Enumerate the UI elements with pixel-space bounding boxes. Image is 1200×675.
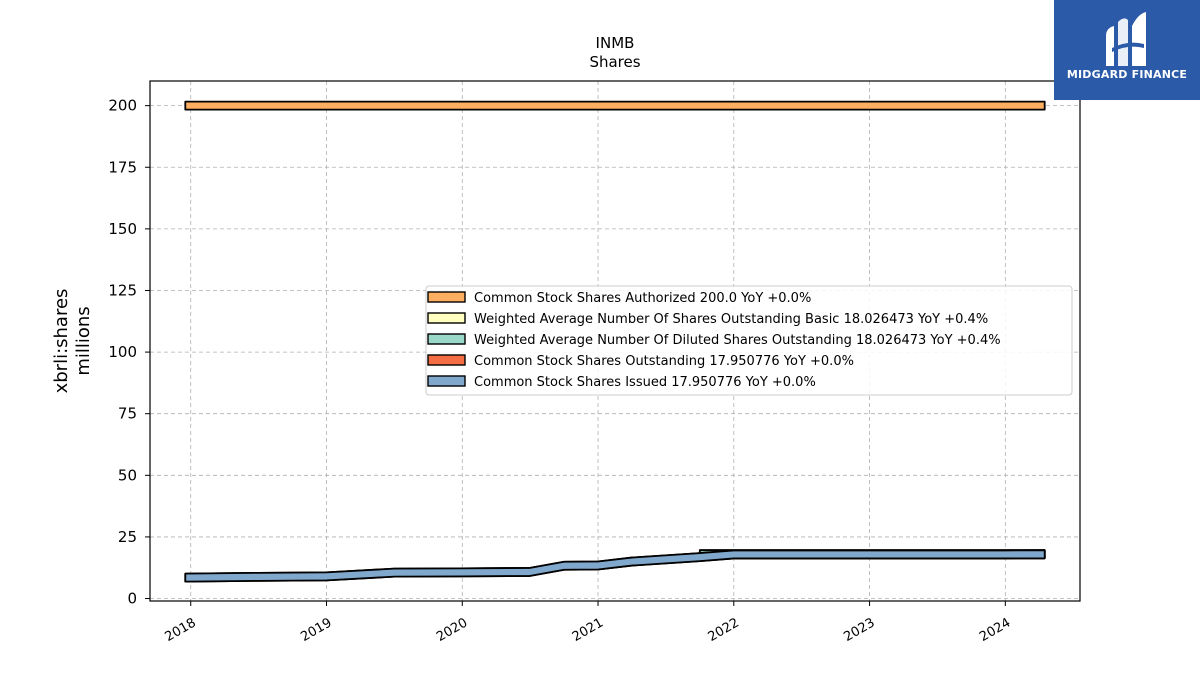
y-axis-label-units: millions xyxy=(73,306,94,375)
y-tick-label: 75 xyxy=(118,405,137,423)
legend-label-4: Common Stock Shares Issued 17.950776 YoY… xyxy=(474,375,816,390)
y-tick-label: 150 xyxy=(108,220,137,238)
y-tick-label: 100 xyxy=(108,343,137,361)
x-tick-label: 2020 xyxy=(434,615,470,645)
legend-label-0: Common Stock Shares Authorized 200.0 YoY… xyxy=(474,291,811,306)
x-tick-label: 2023 xyxy=(841,615,877,645)
logo-text: MIDGARD FINANCE xyxy=(1066,68,1188,81)
x-axis-ticks: 2018 2019 2020 2021 2022 2023 2024 xyxy=(163,601,1013,645)
series-4-area xyxy=(184,549,1046,583)
legend-frame xyxy=(425,285,1073,396)
chart-title: INMB xyxy=(596,34,635,52)
y-axis-label: xbrli:shares xyxy=(51,289,72,394)
y-axis-ticks: 0 25 50 75 100 125 150 175 200 xyxy=(108,97,150,608)
x-tick-label: 2021 xyxy=(570,615,606,645)
legend-swatch-3 xyxy=(427,354,466,366)
series-0-area xyxy=(184,100,1046,111)
legend-swatch-1 xyxy=(427,312,466,324)
legend-label-3: Common Stock Shares Outstanding 17.95077… xyxy=(474,354,854,369)
y-tick-label: 200 xyxy=(108,97,137,115)
series-areas xyxy=(184,100,1046,583)
y-tick-label: 125 xyxy=(108,281,137,299)
legend-label-2: Weighted Average Number Of Diluted Share… xyxy=(474,333,1001,348)
x-tick-label: 2019 xyxy=(298,615,334,645)
legend-swatch-4 xyxy=(427,375,466,387)
y-tick-label: 25 xyxy=(118,528,137,546)
legend-swatch-2 xyxy=(427,333,466,345)
legend: Common Stock Shares Authorized 200.0 YoY… xyxy=(425,285,1073,396)
x-tick-label: 2022 xyxy=(706,615,742,645)
y-tick-label: 50 xyxy=(118,466,137,484)
plot-frame xyxy=(149,80,1081,602)
x-tick-label: 2024 xyxy=(977,615,1013,645)
legend-label-1: Weighted Average Number Of Shares Outsta… xyxy=(474,312,988,327)
legend-swatch-0 xyxy=(427,291,466,303)
midgard-finance-logo: MIDGARD FINANCE xyxy=(1054,0,1200,100)
chart-subtitle: Shares xyxy=(589,53,640,71)
y-tick-label: 0 xyxy=(127,590,137,608)
midgard-logo-icon xyxy=(1106,12,1146,66)
x-tick-label: 2018 xyxy=(163,615,199,645)
y-tick-label: 175 xyxy=(108,158,137,176)
